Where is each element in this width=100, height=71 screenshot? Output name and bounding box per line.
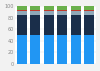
Bar	[44, 35, 54, 64]
Bar	[30, 11, 40, 15]
Bar	[44, 11, 54, 15]
Bar	[71, 35, 81, 64]
Bar	[30, 35, 40, 64]
Bar	[44, 15, 54, 35]
Bar	[84, 35, 94, 64]
Bar	[57, 11, 67, 15]
Bar	[84, 6, 94, 10]
Bar	[84, 15, 94, 35]
Bar	[17, 11, 27, 15]
Bar	[57, 35, 67, 64]
Bar	[44, 10, 54, 11]
Bar	[57, 6, 67, 10]
Bar	[71, 15, 81, 35]
Bar	[30, 15, 40, 35]
Bar	[17, 15, 27, 35]
Bar	[71, 6, 81, 10]
Bar	[17, 6, 27, 10]
Bar	[84, 11, 94, 15]
Bar	[30, 10, 40, 11]
Bar	[57, 15, 67, 35]
Bar	[71, 10, 81, 11]
Bar	[84, 10, 94, 11]
Bar	[57, 10, 67, 11]
Bar	[17, 35, 27, 64]
Bar	[44, 6, 54, 10]
Bar	[17, 10, 27, 11]
Bar	[71, 11, 81, 15]
Bar	[30, 6, 40, 10]
